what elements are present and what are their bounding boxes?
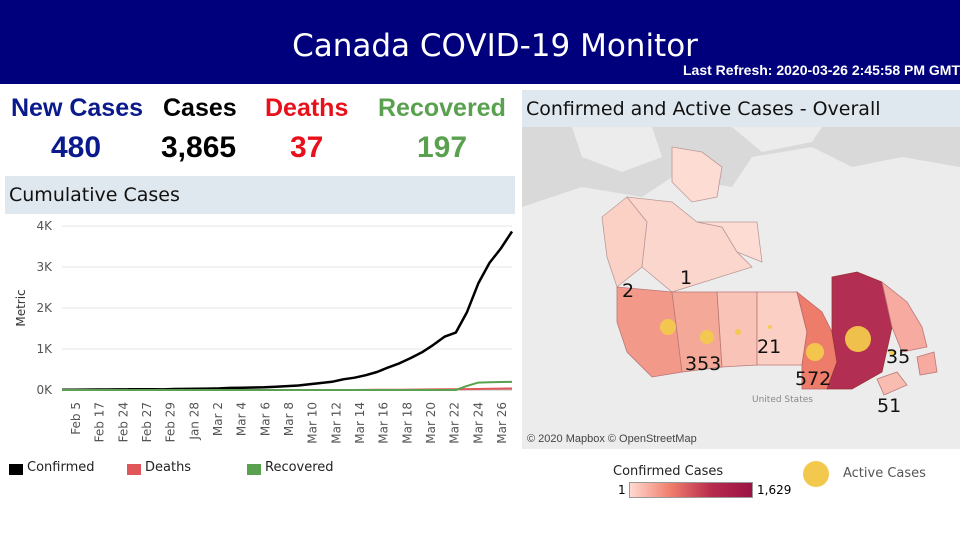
y-tick-label: 0K [36, 383, 53, 397]
map-label-ontario: 572 [795, 368, 831, 390]
x-tick-label: Mar 20 [424, 402, 438, 444]
x-tick-label: Mar 6 [258, 402, 272, 436]
map-label-nwt: 1 [680, 267, 692, 289]
y-tick-label: 3K [36, 260, 53, 274]
confirmed-legend-title: Confirmed Cases [613, 464, 724, 479]
x-tick-label: Feb 24 [116, 402, 130, 442]
y-tick-label: 4K [36, 219, 53, 233]
y-tick-label: 2K [36, 301, 53, 315]
kpi-deaths-label: Deaths [265, 94, 349, 122]
map-canvas [522, 127, 960, 449]
kpi-recovered-value: 197 [417, 131, 468, 164]
legend-recovered-swatch [247, 464, 261, 475]
confirmed-gradient [629, 482, 753, 498]
map-label-maritimes: 51 [877, 395, 901, 417]
legend-confirmed-swatch [9, 464, 23, 475]
x-tick-label: Jan 28 [187, 402, 201, 441]
kpi-cases-label: Cases [163, 94, 237, 122]
x-tick-label: Mar 12 [329, 402, 343, 444]
map-label-newfoundland: 35 [886, 346, 910, 368]
legend-confirmed-label[interactable]: Confirmed [27, 460, 95, 475]
map-place-label: United States [752, 395, 813, 405]
kpi-recovered-label: Recovered [378, 94, 506, 122]
series-line-recovered [62, 380, 513, 391]
map-label-bc: 353 [685, 353, 721, 375]
series-line-confirmed [61, 230, 514, 392]
last-refresh-text: Last Refresh: 2020-03-26 2:45:58 PM GMT [683, 62, 960, 78]
map-credit[interactable]: © 2020 Mapbox © OpenStreetMap [527, 433, 697, 445]
kpi-cases-value: 3,865 [161, 131, 237, 164]
x-tick-label: Mar 14 [353, 402, 367, 444]
legend-recovered-label[interactable]: Recovered [265, 460, 334, 475]
cumulative-cases-header: Cumulative Cases [5, 176, 515, 214]
x-tick-label: Mar 2 [211, 402, 225, 436]
x-tick-label: Mar 4 [235, 402, 249, 436]
x-tick-label: Feb 29 [164, 402, 178, 442]
map-header: Confirmed and Active Cases - Overall [522, 90, 960, 127]
map-value-labels: 2 1 353 21 572 35 51 United States [622, 267, 910, 417]
x-tick-label: Feb 27 [140, 402, 154, 442]
x-tick-label: Feb 5 [69, 402, 83, 435]
x-tick-label: Mar 8 [282, 402, 296, 436]
kpi-new-cases-label: New Cases [11, 94, 144, 122]
header-bar: Canada COVID-19 Monitor Last Refresh: 20… [0, 0, 960, 84]
y-axis-label: Metric [14, 289, 28, 326]
legend-deaths-swatch [127, 464, 141, 475]
kpi-deaths-value: 37 [290, 131, 324, 164]
map-label-bc-north: 2 [622, 280, 634, 302]
x-tick-label: Feb 17 [93, 402, 107, 442]
x-tick-label: Mar 10 [306, 402, 320, 444]
active-cases-swatch [803, 461, 829, 487]
x-tick-label: Mar 16 [377, 402, 391, 444]
cumulative-cases-chart[interactable]: 0K 1K 2K 3K 4K Metric Feb 5 Feb 17 Feb 24 Feb 27 F… [0, 214, 520, 454]
x-tick-label: Mar 26 [495, 402, 509, 444]
confirmed-legend-min: 1 [618, 483, 626, 497]
x-tick-label: Mar 18 [400, 402, 414, 444]
dashboard-title: Canada COVID-19 Monitor [292, 28, 698, 64]
active-cases-label: Active Cases [843, 466, 926, 481]
confirmed-legend-max: 1,629 [757, 483, 792, 497]
y-tick-label: 1K [36, 342, 53, 356]
x-tick-label: Mar 22 [448, 402, 462, 444]
map-label-manitoba: 21 [757, 336, 781, 358]
x-tick-label: Mar 24 [471, 402, 485, 444]
legend-deaths-label[interactable]: Deaths [145, 460, 192, 475]
canada-map[interactable]: 2 1 353 21 572 35 51 United States [522, 127, 960, 449]
kpi-new-cases-value: 480 [51, 131, 102, 164]
